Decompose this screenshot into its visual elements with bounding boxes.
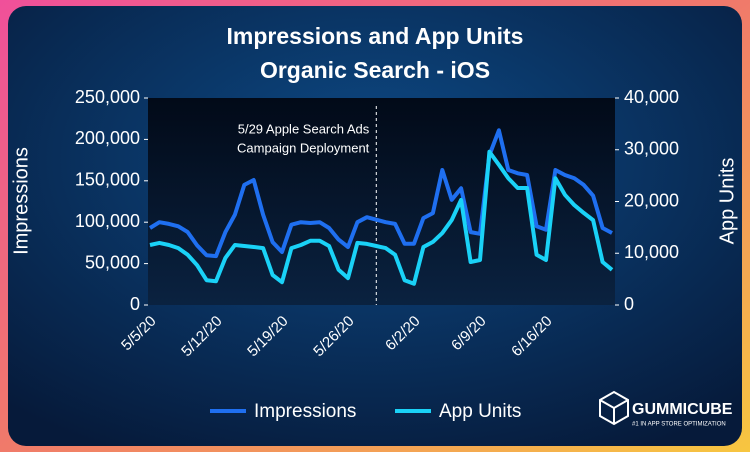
y-axis-label: Impressions bbox=[10, 147, 32, 255]
y2-tick-label: 0 bbox=[624, 294, 634, 314]
logo-name: GUMMICUBE bbox=[632, 401, 733, 418]
y2-axis-label: App Units bbox=[716, 158, 738, 245]
logo: GUMMICUBE #1 IN APP STORE OPTIMIZATION bbox=[599, 390, 733, 428]
legend-label: Impressions bbox=[254, 401, 356, 422]
y2-tick-label: 40,000 bbox=[624, 87, 679, 107]
y-tick-label: 100,000 bbox=[75, 211, 140, 231]
y2-tick-label: 20,000 bbox=[624, 190, 679, 210]
y2-tick-label: 10,000 bbox=[624, 242, 679, 262]
logo-tagline: #1 IN APP STORE OPTIMIZATION bbox=[632, 422, 726, 428]
y-tick-label: 50,000 bbox=[85, 252, 140, 272]
logo-icon bbox=[599, 390, 629, 426]
series-line bbox=[148, 128, 613, 259]
annotation-text: Campaign Deployment bbox=[237, 140, 370, 155]
chart-title: Impressions and App Units bbox=[227, 23, 524, 49]
y-tick-label: 250,000 bbox=[75, 87, 140, 107]
series-line bbox=[149, 149, 614, 286]
legend-label: App Units bbox=[439, 401, 521, 422]
y-tick-label: 0 bbox=[130, 294, 140, 314]
y-tick-label: 200,000 bbox=[75, 128, 140, 148]
chart-subtitle: Organic Search - iOS bbox=[260, 57, 490, 83]
annotation-text: 5/29 Apple Search Ads bbox=[238, 121, 370, 136]
plot-area bbox=[148, 98, 615, 305]
y-tick-label: 150,000 bbox=[75, 170, 140, 190]
y2-tick-label: 30,000 bbox=[624, 139, 679, 159]
